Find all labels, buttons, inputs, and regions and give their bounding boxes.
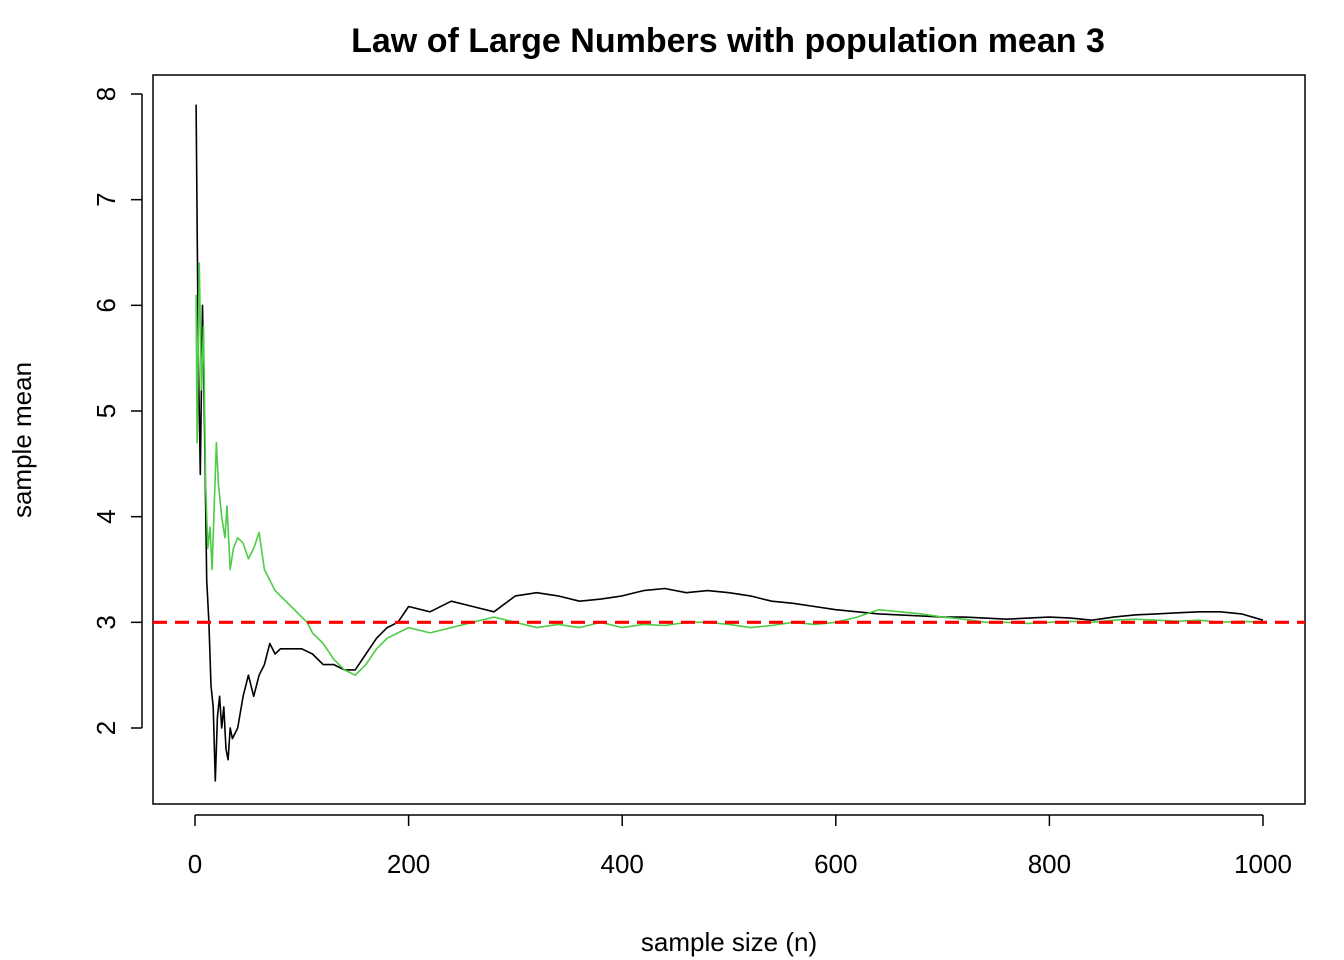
y-tick-label: 5 [91, 404, 121, 418]
y-tick-label: 6 [91, 298, 121, 312]
x-axis: 0 200 400 600 800 1000 [188, 814, 1292, 879]
x-tick-label: 200 [387, 849, 430, 879]
x-tick-label: 800 [1028, 849, 1071, 879]
y-tick-label: 4 [91, 509, 121, 523]
series-line-2 [195, 262, 1264, 676]
plot-frame [152, 74, 1306, 805]
chart-title: Law of Large Numbers with population mea… [351, 22, 1105, 60]
y-axis-label: sample mean [7, 362, 37, 518]
x-axis-label: sample size (n) [641, 927, 817, 957]
x-tick-label: 600 [814, 849, 857, 879]
x-tick-label: 1000 [1234, 849, 1292, 879]
y-tick-label: 7 [91, 192, 121, 206]
y-axis: 2 3 4 5 6 7 8 [91, 87, 143, 735]
y-tick-label: 2 [91, 721, 121, 735]
series-line-1 [195, 104, 1264, 782]
series-layer [195, 104, 1264, 782]
x-tick-label: 400 [601, 849, 644, 879]
y-tick-label: 8 [91, 87, 121, 101]
y-tick-label: 3 [91, 615, 121, 629]
x-tick-label: 0 [188, 849, 202, 879]
